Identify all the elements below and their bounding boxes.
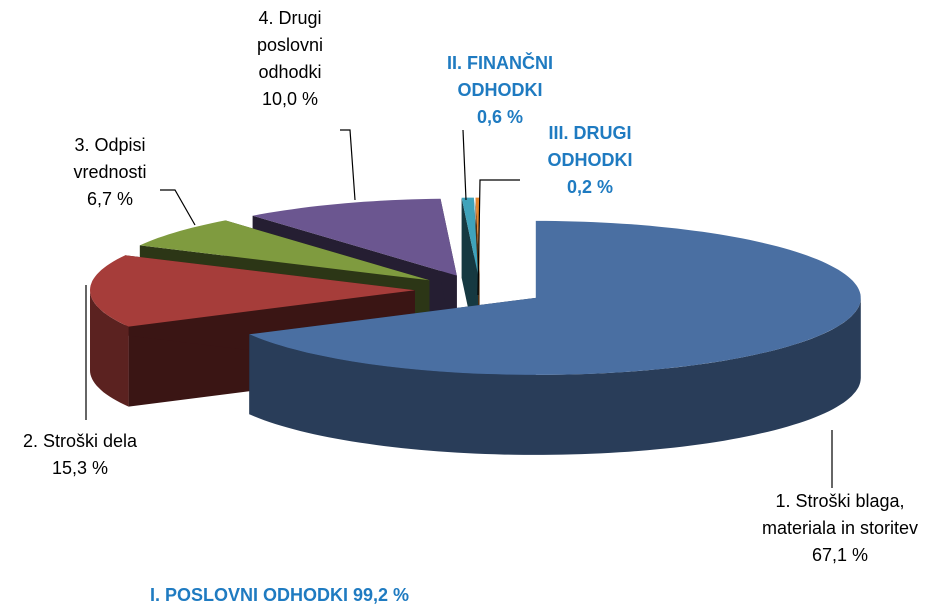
category-label: 1. Stroški blaga, materiala in storitev	[761, 491, 919, 538]
slice-label: 1. Stroški blaga, materiala in storitev 6…	[758, 488, 923, 569]
slice-top	[90, 255, 415, 327]
slice-label: 3. Odpisi vrednosti 6,7 %	[55, 132, 165, 213]
category-label: III. DRUGI ODHODKI	[547, 123, 633, 170]
slice-side	[249, 297, 861, 455]
slice-label: II. FINANČNI ODHODKI 0,6 %	[425, 50, 575, 131]
slice-side	[90, 290, 129, 407]
value-label: 0,2 %	[566, 177, 614, 197]
slice-label: III. DRUGI ODHODKI 0,2 %	[535, 120, 645, 201]
leader-line	[340, 129, 356, 201]
value-label: 10,0 %	[261, 89, 319, 109]
slice-label: 2. Stroški dela 15,3 %	[0, 428, 160, 482]
category-label: II. FINANČNI ODHODKI	[447, 53, 553, 100]
value-label: 15,3 %	[51, 458, 109, 478]
category-label: 2. Stroški dela	[22, 431, 138, 451]
value-label: 0,6 %	[476, 107, 524, 127]
slice-top	[461, 197, 478, 275]
annotation: I. POSLOVNI ODHODKI 99,2 %	[150, 585, 410, 605]
category-label: 4. Drugi poslovni odhodki	[256, 8, 324, 82]
slice-top	[139, 220, 430, 281]
slice-label: 4. Drugi poslovni odhodki 10,0 %	[245, 5, 335, 113]
slice-top	[249, 220, 861, 375]
leader-line	[160, 189, 196, 226]
value-label: 67,1 %	[811, 545, 869, 565]
value-label: 6,7 %	[86, 189, 134, 209]
category-label: 3. Odpisi vrednosti	[73, 135, 147, 182]
slice-top	[252, 198, 457, 276]
leader-line	[477, 179, 520, 296]
leader-line	[462, 129, 467, 201]
slice	[249, 220, 861, 455]
